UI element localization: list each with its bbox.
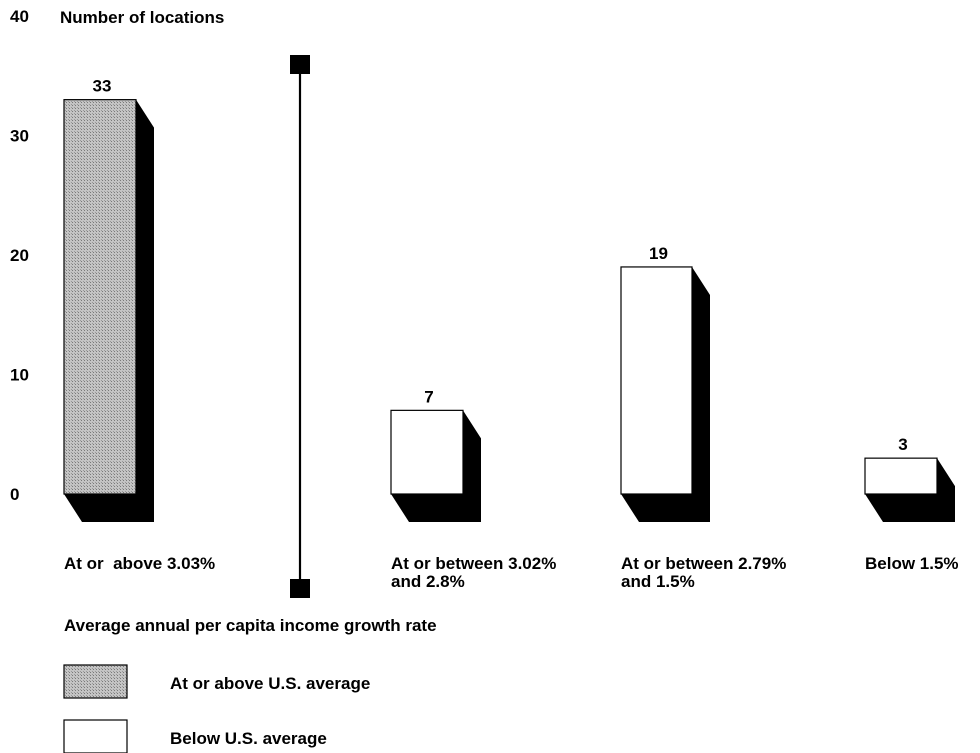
legend-label: At or above U.S. average xyxy=(170,674,370,693)
divider-top-marker xyxy=(290,55,310,74)
bars: 33 7 19 3 xyxy=(63,77,955,523)
y-tick-label: 10 xyxy=(10,366,29,385)
bar-value-label: 3 xyxy=(898,435,907,454)
bar-group: 3 xyxy=(864,435,955,522)
y-tick-label: 30 xyxy=(10,127,29,146)
bar-shadow xyxy=(865,458,955,522)
bar-value-label: 19 xyxy=(649,244,668,263)
legend-label: Below U.S. average xyxy=(170,729,327,748)
bar xyxy=(63,99,137,495)
y-tick-label: 20 xyxy=(10,246,29,265)
bar-value-label: 7 xyxy=(424,387,433,406)
bar-group: 33 xyxy=(63,77,154,523)
bar-group: 19 xyxy=(620,244,710,522)
category-labels: At or above 3.03% At or between 3.02% and … xyxy=(64,554,959,591)
bar xyxy=(390,409,464,495)
bar-group: 7 xyxy=(390,387,481,522)
y-tick-label: 0 xyxy=(10,485,19,504)
divider-bottom-marker xyxy=(290,579,310,598)
y-axis: 0 10 20 30 40 xyxy=(10,7,29,504)
legend-swatch xyxy=(63,719,128,753)
y-tick-label: 40 xyxy=(10,7,29,26)
bar-value-label: 33 xyxy=(93,77,112,96)
x-axis-label: Average annual per capita income growth … xyxy=(64,616,437,635)
group-divider xyxy=(290,55,310,598)
y-axis-label: Number of locations xyxy=(60,8,224,27)
category-label: At or between 3.02% and 2.8% xyxy=(391,554,556,591)
legend: At or above U.S. average Below U.S. avera… xyxy=(63,664,370,753)
category-label: At or between 2.79% and 1.5% xyxy=(621,554,786,591)
category-label: Below 1.5% xyxy=(865,554,959,573)
legend-swatch xyxy=(63,664,128,699)
bar xyxy=(864,457,938,495)
category-label: At or above 3.03% xyxy=(64,554,215,573)
bar xyxy=(620,266,693,495)
